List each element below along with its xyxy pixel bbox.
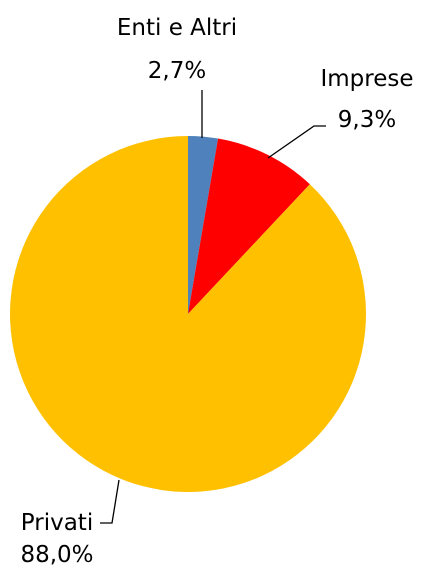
slice-percent-enti-e-altri: 2,7% bbox=[148, 58, 206, 84]
pie-slice-enti-e-altri bbox=[188, 136, 219, 314]
leader-line-imprese bbox=[267, 125, 326, 159]
slice-name-privati: Privati bbox=[21, 510, 93, 536]
slice-labels: Enti e Altri 2,7% Imprese 9,3% Privati 8… bbox=[20, 15, 413, 568]
pie-slices bbox=[10, 136, 367, 492]
leader-lines bbox=[100, 90, 326, 524]
slice-name-enti-e-altri: Enti e Altri bbox=[117, 15, 237, 41]
leader-line-privati bbox=[100, 479, 120, 524]
slice-percent-privati: 88,0% bbox=[20, 542, 93, 568]
slice-percent-imprese: 9,3% bbox=[338, 107, 396, 133]
pie-slice-imprese bbox=[188, 138, 310, 314]
slice-name-imprese: Imprese bbox=[320, 66, 413, 92]
pie-slice-privati bbox=[10, 136, 367, 492]
